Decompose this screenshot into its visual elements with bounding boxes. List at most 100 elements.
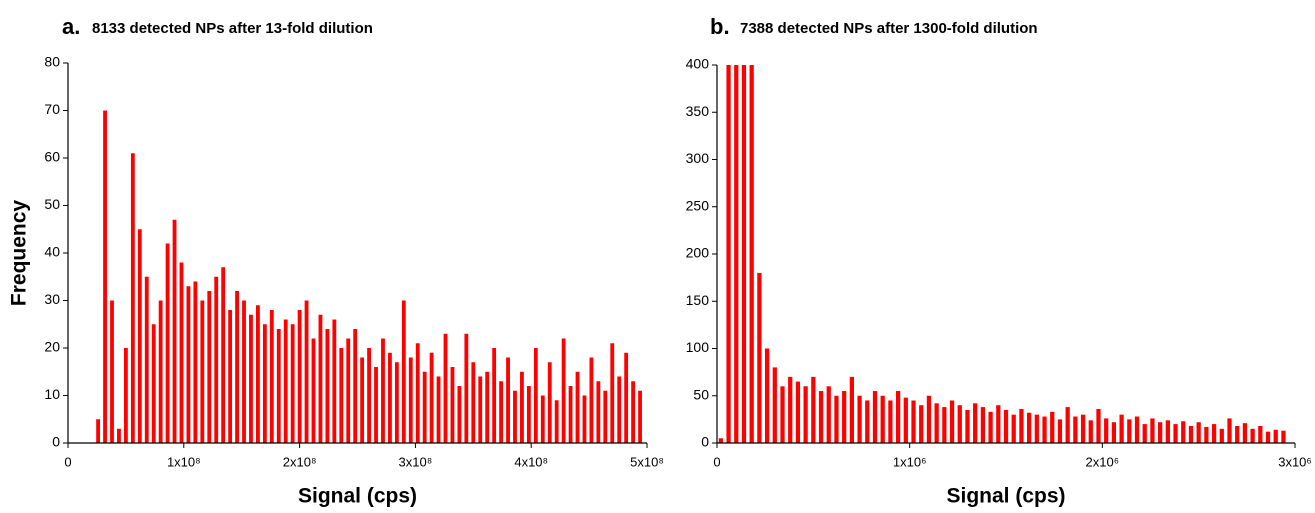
bar bbox=[1265, 431, 1271, 443]
bar bbox=[1158, 422, 1163, 443]
bar bbox=[880, 395, 885, 443]
bar bbox=[1019, 408, 1024, 443]
bar bbox=[1258, 425, 1263, 443]
bar bbox=[631, 381, 636, 443]
bar bbox=[1211, 424, 1217, 443]
bar bbox=[256, 305, 260, 443]
bar bbox=[1003, 409, 1009, 443]
bar bbox=[276, 329, 281, 443]
bar bbox=[137, 229, 142, 443]
bar bbox=[726, 65, 731, 443]
bar bbox=[857, 395, 862, 443]
bar bbox=[540, 395, 545, 443]
bar bbox=[603, 390, 608, 443]
bar bbox=[911, 400, 916, 443]
bar bbox=[193, 281, 198, 443]
y-tick-label: 100 bbox=[686, 339, 710, 355]
bar bbox=[214, 276, 219, 443]
x-tick-label: 3x10⁶ bbox=[1278, 454, 1312, 469]
y-tick-label: 40 bbox=[44, 244, 60, 260]
bar bbox=[436, 376, 441, 443]
bar bbox=[1142, 424, 1147, 443]
bar bbox=[624, 352, 629, 443]
bar bbox=[533, 348, 538, 443]
bar bbox=[865, 400, 870, 443]
bar bbox=[513, 390, 517, 443]
bar bbox=[795, 381, 801, 443]
bar bbox=[325, 329, 330, 443]
bar bbox=[996, 405, 1001, 443]
bar bbox=[360, 357, 365, 443]
bar bbox=[849, 376, 854, 443]
bar bbox=[1188, 425, 1194, 443]
y-tick-label: 10 bbox=[44, 386, 60, 402]
bar bbox=[1235, 425, 1240, 443]
bar bbox=[117, 428, 121, 443]
bar bbox=[339, 348, 344, 443]
bar bbox=[103, 110, 107, 443]
panel-label: b. bbox=[710, 14, 730, 39]
bar bbox=[144, 276, 149, 443]
bar bbox=[367, 348, 371, 443]
bar bbox=[408, 357, 413, 443]
bar bbox=[589, 357, 594, 443]
bar bbox=[1204, 426, 1209, 443]
bar bbox=[290, 324, 295, 443]
bar bbox=[130, 153, 135, 443]
y-tick-label: 70 bbox=[44, 101, 60, 117]
bar bbox=[96, 419, 101, 443]
bar bbox=[374, 367, 378, 443]
bar bbox=[388, 352, 392, 443]
bar bbox=[734, 65, 739, 443]
bar bbox=[151, 324, 156, 443]
y-tick-label: 150 bbox=[686, 292, 710, 308]
bar bbox=[346, 338, 351, 443]
bar bbox=[926, 395, 932, 443]
bar bbox=[1273, 429, 1278, 443]
bar bbox=[1127, 419, 1132, 443]
bar bbox=[1150, 418, 1155, 443]
y-tick-label: 300 bbox=[686, 150, 710, 166]
bar bbox=[872, 391, 878, 443]
bar bbox=[826, 386, 831, 443]
bar bbox=[200, 300, 205, 443]
bar bbox=[554, 400, 559, 443]
y-tick-label: 20 bbox=[44, 339, 60, 355]
bar bbox=[980, 407, 985, 443]
bar bbox=[235, 291, 239, 443]
bar bbox=[561, 338, 566, 443]
x-tick-label: 2x10⁸ bbox=[283, 454, 317, 469]
bar bbox=[888, 400, 893, 443]
plot-area bbox=[718, 65, 1286, 443]
bar bbox=[749, 65, 754, 443]
bar bbox=[788, 376, 793, 443]
bar bbox=[1057, 419, 1063, 443]
bar bbox=[842, 391, 847, 443]
bar bbox=[903, 397, 908, 443]
bar bbox=[110, 300, 114, 443]
bar bbox=[575, 371, 580, 443]
bar bbox=[471, 362, 476, 443]
bar bbox=[186, 286, 191, 443]
y-tick-label: 50 bbox=[693, 386, 709, 402]
y-axis-label: Frequency bbox=[8, 200, 31, 307]
bar bbox=[221, 267, 226, 443]
bar bbox=[617, 376, 622, 443]
x-axis-label: Signal (cps) bbox=[298, 485, 417, 508]
plot-area bbox=[96, 110, 642, 443]
bar bbox=[1088, 420, 1093, 443]
bar bbox=[1242, 423, 1248, 443]
chart-title: 7388 detected NPs after 1300-fold diluti… bbox=[740, 20, 1038, 37]
y-tick-label: 350 bbox=[686, 103, 710, 119]
bar bbox=[422, 371, 427, 443]
bar bbox=[638, 390, 642, 443]
bar bbox=[1050, 411, 1055, 443]
bar bbox=[741, 65, 747, 443]
bar bbox=[283, 319, 288, 443]
bar bbox=[1181, 421, 1186, 443]
bar bbox=[242, 300, 246, 443]
bar bbox=[1080, 414, 1086, 443]
y-tick-label: 60 bbox=[44, 149, 60, 165]
bar bbox=[478, 376, 483, 443]
bar bbox=[1042, 416, 1047, 443]
